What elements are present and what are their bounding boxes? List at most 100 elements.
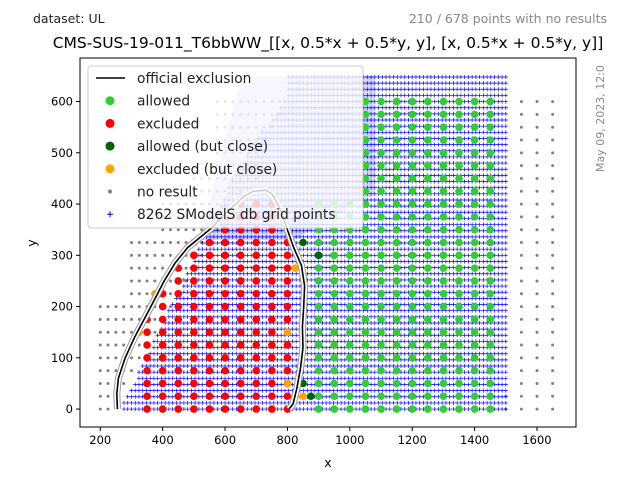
- db-grid-point: [402, 81, 407, 86]
- db-grid-point: [387, 99, 392, 104]
- db-grid-point: [324, 320, 329, 325]
- db-grid-point: [428, 197, 433, 202]
- no-result-point: [519, 266, 523, 270]
- allowed-point: [486, 354, 495, 362]
- db-grid-point: [395, 388, 400, 393]
- db-grid-point: [500, 357, 505, 362]
- db-grid-point: [406, 234, 411, 239]
- db-grid-point: [369, 388, 374, 393]
- db-grid-point: [395, 74, 400, 79]
- db-grid-point: [462, 197, 467, 202]
- excluded-point: [221, 379, 229, 388]
- db-grid-point: [387, 222, 392, 227]
- db-grid-point: [395, 234, 400, 239]
- db-grid-point: [391, 339, 396, 344]
- db-grid-point: [230, 284, 235, 289]
- excluded-point: [236, 277, 245, 285]
- db-grid-point: [432, 191, 437, 196]
- db-grid-point: [488, 388, 493, 393]
- allowed-point: [470, 405, 479, 413]
- allowed-point: [392, 366, 401, 375]
- db-grid-point: [485, 130, 490, 135]
- db-grid-point: [436, 81, 441, 86]
- db-grid-point: [372, 407, 377, 412]
- db-grid-point: [290, 357, 295, 362]
- db-grid-point: [372, 247, 377, 252]
- db-grid-point: [477, 308, 482, 313]
- db-grid-point: [226, 296, 231, 301]
- db-grid-point: [436, 185, 441, 190]
- db-grid-point: [447, 204, 452, 209]
- db-grid-point: [402, 314, 407, 319]
- db-grid-point: [365, 259, 370, 264]
- excluded-point: [221, 289, 229, 298]
- db-grid-point: [436, 345, 441, 350]
- db-grid-point: [421, 400, 426, 405]
- db-grid-point: [440, 130, 445, 135]
- db-grid-point: [133, 388, 138, 393]
- db-grid-point: [238, 234, 243, 239]
- db-grid-point: [485, 339, 490, 344]
- db-grid-point: [324, 271, 329, 276]
- db-grid-point: [413, 327, 418, 332]
- db-grid-point: [342, 357, 347, 362]
- db-grid-point: [384, 364, 389, 369]
- db-grid-point: [357, 228, 362, 233]
- db-grid-point: [485, 118, 490, 123]
- db-grid-point: [477, 154, 482, 159]
- db-grid-point: [238, 376, 243, 381]
- db-grid-point: [181, 407, 186, 412]
- db-grid-point: [320, 234, 325, 239]
- db-grid-point: [279, 394, 284, 399]
- db-grid-point: [372, 130, 377, 135]
- db-grid-point: [290, 327, 295, 332]
- db-grid-point: [436, 105, 441, 110]
- db-grid-point: [443, 81, 448, 86]
- db-grid-point: [406, 93, 411, 98]
- db-grid-point: [387, 204, 392, 209]
- db-grid-point: [447, 364, 452, 369]
- db-grid-point: [481, 327, 486, 332]
- allowed-point: [486, 277, 495, 285]
- excluded-point: [174, 315, 183, 324]
- db-grid-point: [211, 364, 216, 369]
- db-grid-point: [500, 130, 505, 135]
- db-grid-point: [470, 247, 475, 252]
- db-grid-point: [503, 302, 508, 307]
- db-grid-point: [410, 93, 415, 98]
- db-grid-point: [376, 81, 381, 86]
- db-grid-point: [387, 216, 392, 221]
- db-grid-point: [496, 142, 501, 147]
- db-grid-point: [226, 376, 231, 381]
- db-grid-point: [384, 142, 389, 147]
- db-grid-point: [361, 376, 366, 381]
- db-grid-point: [279, 277, 284, 282]
- db-grid-point: [309, 241, 314, 246]
- db-grid-point: [466, 314, 471, 319]
- db-grid-point: [402, 130, 407, 135]
- db-grid-point: [428, 81, 433, 86]
- db-grid-point: [245, 259, 250, 264]
- db-grid-point: [447, 93, 452, 98]
- db-grid-point: [204, 271, 209, 276]
- db-grid-point: [406, 333, 411, 338]
- db-grid-point: [181, 333, 186, 338]
- allowed-point: [361, 302, 370, 311]
- db-grid-point: [466, 222, 471, 227]
- db-grid-point: [312, 320, 317, 325]
- db-grid-point: [398, 118, 403, 123]
- db-grid-point: [342, 259, 347, 264]
- db-grid-point: [264, 370, 269, 375]
- db-grid-point: [324, 327, 329, 332]
- db-grid-point: [294, 320, 299, 325]
- db-grid-point: [485, 185, 490, 190]
- db-grid-point: [264, 400, 269, 405]
- db-grid-point: [503, 370, 508, 375]
- db-grid-point: [417, 364, 422, 369]
- db-grid-point: [432, 142, 437, 147]
- db-grid-point: [380, 271, 385, 276]
- db-grid-point: [166, 333, 171, 338]
- db-grid-point: [264, 407, 269, 412]
- db-grid-point: [492, 130, 497, 135]
- db-grid-point: [451, 327, 456, 332]
